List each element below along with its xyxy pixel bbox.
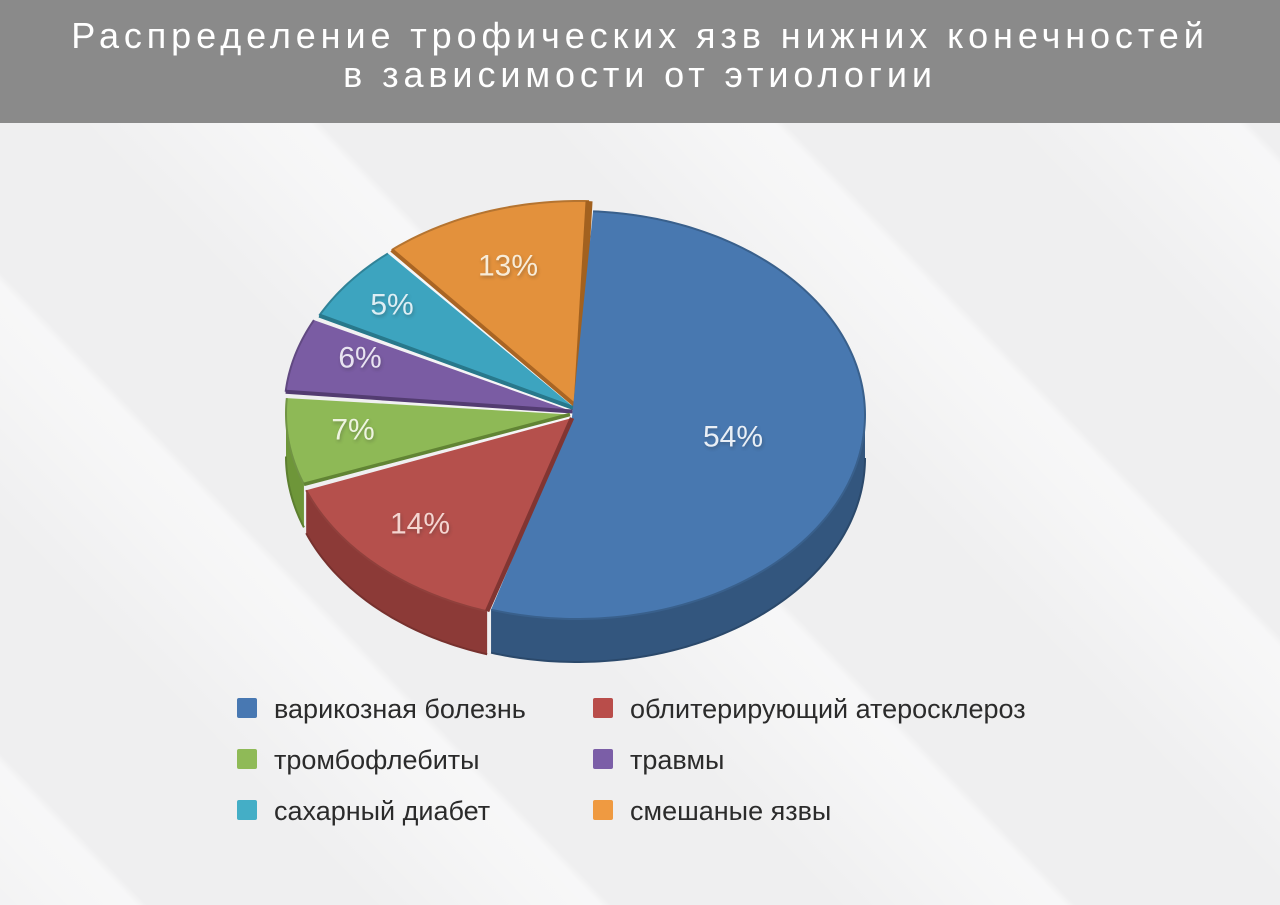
svg-text:6%: 6% <box>338 342 381 375</box>
svg-text:14%: 14% <box>390 508 450 541</box>
svg-text:13%: 13% <box>478 250 538 283</box>
svg-text:7%: 7% <box>331 414 374 447</box>
svg-text:54%: 54% <box>703 421 763 454</box>
svg-text:5%: 5% <box>370 289 413 322</box>
